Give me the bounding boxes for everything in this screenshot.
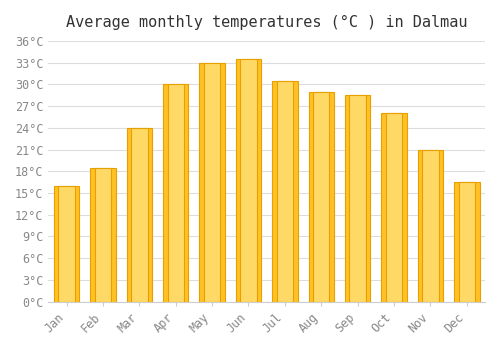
Bar [382, 113, 407, 302]
Bar [58, 186, 74, 302]
Bar [308, 92, 334, 302]
Bar [200, 63, 225, 302]
Bar [90, 168, 116, 302]
Bar [454, 182, 479, 302]
Bar [386, 113, 402, 302]
Bar [126, 128, 152, 302]
Title: Average monthly temperatures (°C ) in Dalmau: Average monthly temperatures (°C ) in Da… [66, 15, 468, 30]
Bar [168, 84, 184, 302]
Bar [313, 92, 330, 302]
Bar [345, 95, 370, 302]
Bar [95, 168, 111, 302]
Bar [276, 81, 293, 302]
Bar [204, 63, 220, 302]
Bar [236, 59, 261, 302]
Bar [422, 149, 438, 302]
Bar [54, 186, 80, 302]
Bar [350, 95, 366, 302]
Bar [163, 84, 188, 302]
Bar [131, 128, 148, 302]
Bar [240, 59, 256, 302]
Bar [272, 81, 297, 302]
Bar [458, 182, 475, 302]
Bar [418, 149, 443, 302]
